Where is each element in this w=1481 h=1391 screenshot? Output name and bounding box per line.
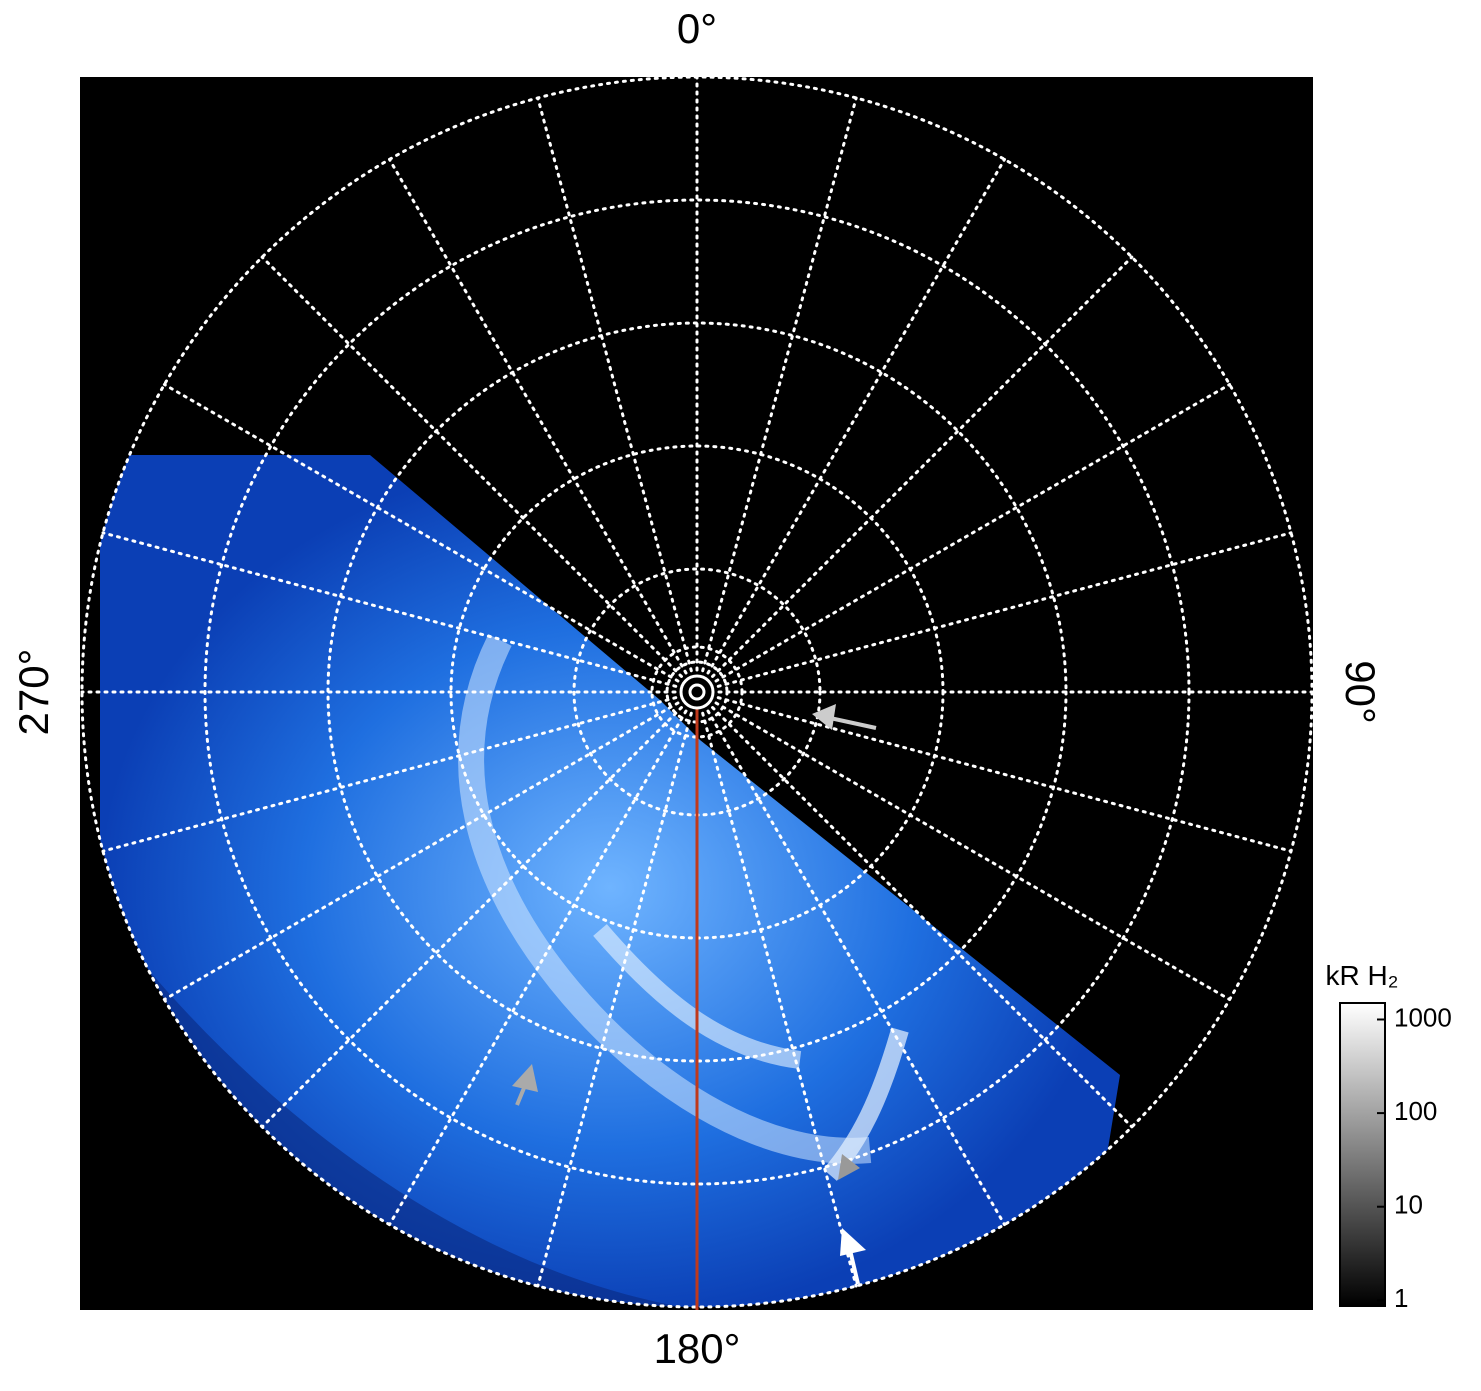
colorbar [1339,1002,1386,1307]
colorbar-tick-label: 100 [1394,1096,1437,1126]
longitude-line [711,706,1134,1129]
longitude-line [706,157,1006,675]
colorbar-tick-label: 10 [1394,1190,1423,1220]
angle-tick-label: 90° [1337,660,1384,724]
longitude-line [716,696,1293,853]
angle-tick-label: 270° [10,649,57,736]
longitude-line [101,531,678,688]
longitude-line [716,531,1293,688]
longitude-line [162,383,680,683]
longitude-line [714,383,1232,683]
pole-marker [688,683,706,701]
longitude-line [701,711,858,1288]
longitude-line [706,709,1006,1227]
longitude-line [388,157,688,675]
angle-tick-label: 0° [677,5,717,52]
longitude-line [701,96,858,673]
longitude-line [536,711,693,1288]
longitude-line [536,96,693,673]
longitude-line [101,696,678,853]
arrows [512,704,877,1285]
colorbar-label: kR H₂ [1325,960,1398,991]
colorbar-tick-label: 1 [1394,1283,1408,1313]
colorbar-tick-label: 1000 [1394,1002,1452,1032]
longitude-line [162,701,680,1001]
longitude-line [388,709,688,1227]
latitude-circle [203,198,1191,1186]
angle-tick-label: 180° [654,1325,741,1372]
longitude-line [260,255,683,678]
pole-marker [679,674,715,710]
longitude-line [714,701,1232,1001]
longitude-line [260,706,683,1129]
longitude-line [711,255,1134,678]
